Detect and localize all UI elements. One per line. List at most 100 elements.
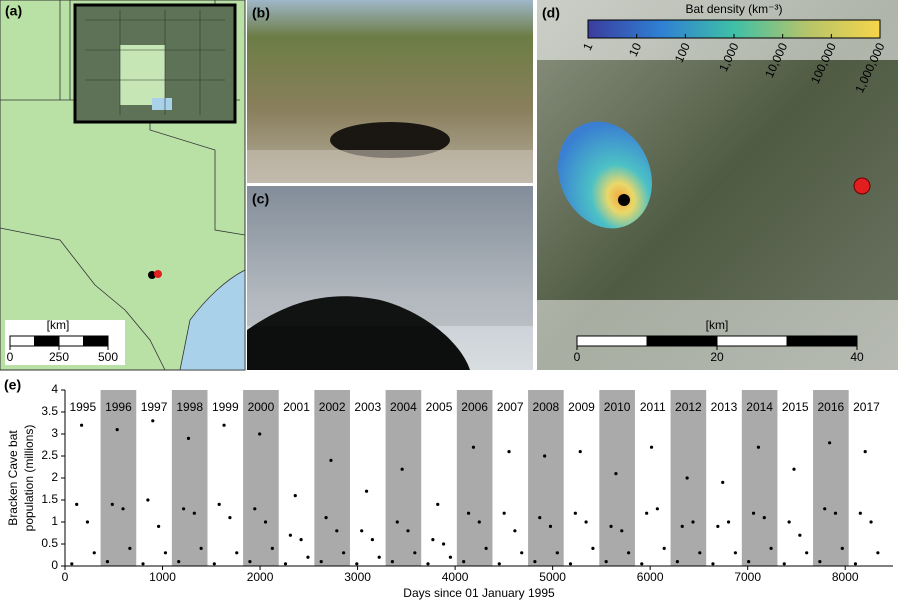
year-label: 1995 [69,400,96,414]
data-point [306,555,310,559]
data-point [157,524,161,529]
photo-cave: (b) [247,0,533,183]
data-point [462,560,466,564]
year-band [741,390,778,566]
scale-label: 500 [98,350,118,364]
scale-segment [34,335,60,347]
year-band [243,390,279,566]
year-band [314,390,350,566]
year-label: 2016 [818,400,845,414]
y-tick-label: 3 [51,426,58,440]
year-label: 2012 [675,400,702,414]
data-point [555,551,559,555]
data-point [691,520,695,524]
data-point [217,502,221,506]
density-map: (d) Bat density (km⁻³) [km] [537,0,898,370]
data-point [222,423,226,427]
y-tick-label: 0 [51,558,58,572]
data-point [177,560,181,564]
data-point [620,529,624,533]
data-point [406,529,410,533]
map-panel: (a) [km] [0,0,246,371]
data-point [128,546,132,551]
data-point [858,511,862,515]
data-point [792,467,796,471]
x-tick-label: 3000 [344,570,371,584]
data-point [248,560,252,564]
data-point [390,560,394,564]
panel-label: (b) [252,5,270,21]
data-point [798,533,802,537]
scale-segment [9,335,35,347]
year-label: 1997 [141,400,168,414]
data-point [787,520,791,524]
data-point [584,520,588,524]
year-label: 2007 [497,400,524,414]
data-point [370,538,375,542]
year-label: 1996 [105,400,132,414]
data-point [726,520,731,524]
data-point [395,520,399,524]
data-point [680,524,684,529]
data-point [431,538,435,542]
data-point [151,419,155,423]
data-point [711,562,715,566]
data-point [640,562,644,566]
data-point [502,511,506,515]
data-point [762,516,766,520]
data-point [110,502,114,506]
data-point [426,562,430,566]
data-point [360,529,364,533]
data-point [324,516,328,520]
data-point [614,472,618,476]
data-point [253,507,257,511]
data-point [329,458,333,462]
data-point [186,436,191,440]
scale-segment [716,335,788,347]
colorbar-title: Bat density (km⁻³) [685,2,782,16]
y-tick-label: 3.5 [41,404,58,418]
data-point [212,562,216,566]
data-point [828,441,832,445]
data-point [533,560,537,564]
data-point [121,507,125,511]
data-point [377,555,381,559]
year-band [100,390,137,566]
data-point [441,542,446,546]
data-point [769,546,773,551]
data-point [146,498,150,502]
data-point [293,494,297,498]
data-point [448,555,453,559]
panel-label: (e) [4,377,21,393]
data-point [513,529,517,533]
data-point [335,529,339,533]
x-axis-label: Days since 01 January 1995 [403,586,555,600]
data-point [70,562,74,566]
year-label: 2009 [568,400,595,414]
data-point [548,524,553,529]
panel-label: (d) [542,5,560,21]
year-label: 2008 [533,400,560,414]
x-tick-label: 6000 [637,570,664,584]
data-point [507,450,511,454]
data-point [747,560,751,564]
data-point [75,502,79,506]
data-point [538,516,542,520]
data-point [604,560,608,564]
x-tick-label: 0 [62,570,69,584]
data-point [477,520,481,524]
data-point [823,507,827,511]
x-tick-label: 4000 [442,570,469,584]
data-point [833,511,838,515]
scale-segment [646,335,718,347]
data-point [319,560,323,564]
data-point [573,511,577,515]
data-point [869,520,873,524]
scale-unit: [km] [706,318,729,332]
data-point [436,502,440,506]
data-point [756,445,761,449]
year-band [456,390,493,566]
y-tick-label: 1 [51,514,58,528]
year-label: 2003 [354,400,381,414]
